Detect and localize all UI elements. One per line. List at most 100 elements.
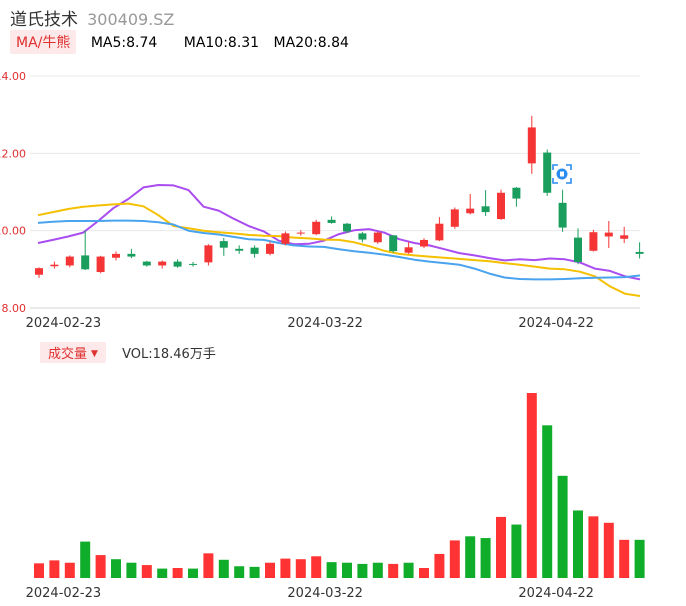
y-tick-label: 10.00 [0, 225, 26, 238]
volume-bar [265, 562, 275, 578]
price-grid [30, 75, 640, 309]
volume-bars [34, 393, 645, 578]
stock-header: 道氏技术 300409.SZ [10, 5, 175, 30]
stock-name: 道氏技术 [10, 10, 78, 30]
volume-bar [480, 538, 491, 578]
candle-body [189, 263, 197, 265]
candle-body [450, 209, 459, 227]
volume-bar [249, 566, 260, 578]
candle-body [204, 245, 213, 263]
volume-indicator-select[interactable]: 成交量 ▼ [40, 342, 106, 363]
volume-bar [157, 568, 168, 578]
candle-body [558, 202, 567, 228]
marker-frame [552, 164, 572, 184]
price-y-axis: 14.00 12.00 10.00 8.00 [0, 70, 26, 315]
volume-bar [619, 539, 630, 578]
candle-body [635, 251, 644, 254]
volume-bar [542, 425, 553, 578]
volume-select-label: 成交量 [48, 347, 88, 362]
candle-body [65, 256, 74, 266]
volume-x-tick-label: 2024-04-22 [518, 586, 594, 601]
candle-body [620, 235, 629, 239]
candle-body [50, 264, 59, 267]
candle-body [173, 261, 182, 267]
x-tick-label: 2024-02-23 [26, 316, 102, 331]
volume-bar [311, 556, 322, 578]
volume-bar [111, 559, 121, 578]
volume-x-axis: 2024-02-23 2024-03-22 2024-04-22 [26, 586, 594, 601]
volume-bar [280, 558, 291, 578]
stock-code: 300409.SZ [87, 10, 175, 29]
y-tick-label: 8.00 [2, 302, 27, 315]
volume-bar [419, 568, 429, 578]
volume-bar [234, 566, 245, 578]
candle-body [466, 208, 475, 214]
volume-x-tick-label: 2024-03-22 [287, 586, 363, 601]
ma-indicator-bar: MA/牛熊 MA5:8.74 MA10:8.31 MA20:8.84 [10, 30, 349, 54]
volume-indicator-bar: 成交量 ▼ VOL:18.46万手 [40, 342, 216, 363]
candle-body [112, 253, 120, 258]
volume-bar [326, 562, 337, 578]
candle-body [35, 268, 43, 275]
candle-body [312, 221, 321, 235]
candle-body [296, 232, 305, 234]
candle-body [404, 247, 413, 253]
candle-body [235, 248, 244, 251]
volume-bar [557, 475, 568, 578]
volume-bar [496, 516, 506, 578]
candle-body [543, 152, 552, 193]
cursor-marker-icon[interactable] [552, 164, 572, 184]
ma-lines [37, 184, 641, 297]
volume-bar [449, 540, 460, 578]
volume-bar [588, 516, 599, 578]
volume-bar [80, 541, 91, 578]
ma5-line [37, 184, 641, 281]
ma20-line [37, 219, 641, 281]
y-tick-label: 14.00 [0, 70, 26, 83]
candles [35, 115, 644, 278]
volume-bar [388, 563, 399, 578]
candle-body [420, 239, 428, 247]
candle-body [497, 192, 505, 220]
candle-body [127, 253, 136, 257]
volume-bar [403, 562, 414, 578]
volume-bar [49, 560, 60, 578]
volume-bar [573, 510, 583, 578]
x-tick-label: 2024-04-22 [518, 316, 594, 331]
volume-bar [218, 559, 229, 578]
ma20-legend: MA20:8.84 [273, 35, 349, 51]
ma10-line [37, 202, 641, 297]
candle-body [158, 261, 167, 266]
candle-body [604, 232, 613, 237]
volume-x-tick-label: 2024-02-23 [26, 586, 102, 601]
candle-body [96, 256, 105, 273]
y-tick-label: 12.00 [0, 147, 26, 160]
ma10-legend: MA10:8.31 [183, 35, 260, 51]
candle-body [343, 223, 351, 232]
ma-indicator-select[interactable]: MA/牛熊 [10, 30, 77, 54]
x-tick-label: 2024-03-22 [287, 316, 363, 331]
candle-body [389, 235, 398, 252]
candle-body [266, 243, 274, 254]
candle-body [481, 206, 490, 213]
volume-legend: VOL:18.46万手 [122, 347, 216, 362]
caret-down-icon: ▼ [91, 349, 98, 359]
price-x-axis: 2024-02-23 2024-03-22 2024-04-22 [26, 316, 594, 331]
volume-bar [126, 562, 137, 578]
volume-bar [188, 568, 198, 578]
candle-body [435, 223, 444, 241]
volume-bar [95, 555, 106, 578]
volume-bar [465, 536, 476, 578]
candle-body [527, 127, 536, 164]
candle-body [358, 233, 367, 240]
volume-bar [511, 524, 522, 578]
volume-bar [141, 565, 152, 578]
volume-bar [64, 562, 75, 578]
volume-bar [526, 393, 537, 578]
volume-bar [342, 562, 352, 578]
candle-body [281, 233, 290, 244]
volume-bar [34, 563, 44, 578]
volume-bar [434, 553, 445, 578]
volume-bar [372, 562, 383, 578]
